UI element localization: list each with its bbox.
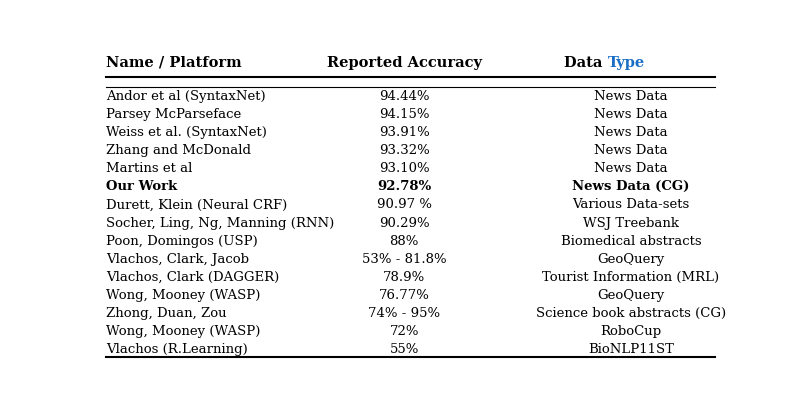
Text: 74% - 95%: 74% - 95%	[368, 306, 441, 319]
Text: News Data: News Data	[594, 126, 668, 139]
Text: 90.29%: 90.29%	[379, 216, 429, 229]
Text: Data: Data	[565, 55, 608, 70]
Text: 53% - 81.8%: 53% - 81.8%	[362, 252, 447, 265]
Text: Durett, Klein (Neural CRF): Durett, Klein (Neural CRF)	[107, 198, 288, 211]
Text: 93.91%: 93.91%	[379, 126, 429, 139]
Text: Type: Type	[608, 55, 645, 70]
Text: Martins et al: Martins et al	[107, 162, 193, 175]
Text: News Data: News Data	[594, 144, 668, 157]
Text: Zhong, Duan, Zou: Zhong, Duan, Zou	[107, 306, 227, 319]
Text: Socher, Ling, Ng, Manning (RNN): Socher, Ling, Ng, Manning (RNN)	[107, 216, 335, 229]
Text: Andor et al (SyntaxNet): Andor et al (SyntaxNet)	[107, 90, 266, 103]
Text: Vlachos, Clark (DAGGER): Vlachos, Clark (DAGGER)	[107, 270, 280, 283]
Text: News Data: News Data	[594, 162, 668, 175]
Text: WSJ Treebank: WSJ Treebank	[583, 216, 679, 229]
Text: 90.97 %: 90.97 %	[376, 198, 432, 211]
Text: News Data: News Data	[594, 90, 668, 103]
Text: Zhang and McDonald: Zhang and McDonald	[107, 144, 252, 157]
Text: News Data (CG): News Data (CG)	[572, 180, 690, 193]
Text: Wong, Mooney (WASP): Wong, Mooney (WASP)	[107, 324, 260, 337]
Text: Parsey McParseface: Parsey McParseface	[107, 108, 242, 121]
Text: Various Data-sets: Various Data-sets	[572, 198, 690, 211]
Text: RoboCup: RoboCup	[600, 324, 662, 337]
Text: 88%: 88%	[389, 234, 419, 247]
Text: 78.9%: 78.9%	[383, 270, 425, 283]
Text: Wong, Mooney (WASP): Wong, Mooney (WASP)	[107, 288, 260, 301]
Text: 93.10%: 93.10%	[379, 162, 429, 175]
Text: Tourist Information (MRL): Tourist Information (MRL)	[542, 270, 719, 283]
Text: 92.78%: 92.78%	[377, 180, 432, 193]
Text: 94.44%: 94.44%	[379, 90, 429, 103]
Text: Biomedical abstracts: Biomedical abstracts	[561, 234, 701, 247]
Text: 94.15%: 94.15%	[379, 108, 429, 121]
Text: Name / Platform: Name / Platform	[107, 55, 242, 70]
Text: Our Work: Our Work	[107, 180, 178, 193]
Text: 93.32%: 93.32%	[379, 144, 429, 157]
Text: Vlachos, Clark, Jacob: Vlachos, Clark, Jacob	[107, 252, 249, 265]
Text: GeoQuery: GeoQuery	[598, 288, 665, 301]
Text: Poon, Domingos (USP): Poon, Domingos (USP)	[107, 234, 258, 247]
Text: BioNLP11ST: BioNLP11ST	[588, 342, 674, 355]
Text: 76.77%: 76.77%	[379, 288, 430, 301]
Text: Weiss et al. (SyntaxNet): Weiss et al. (SyntaxNet)	[107, 126, 268, 139]
Text: 55%: 55%	[389, 342, 419, 355]
Text: 72%: 72%	[389, 324, 419, 337]
Text: Vlachos (R.Learning): Vlachos (R.Learning)	[107, 342, 248, 355]
Text: News Data: News Data	[594, 108, 668, 121]
Text: Science book abstracts (CG): Science book abstracts (CG)	[536, 306, 726, 319]
Text: GeoQuery: GeoQuery	[598, 252, 665, 265]
Text: Reported Accuracy: Reported Accuracy	[327, 55, 482, 70]
